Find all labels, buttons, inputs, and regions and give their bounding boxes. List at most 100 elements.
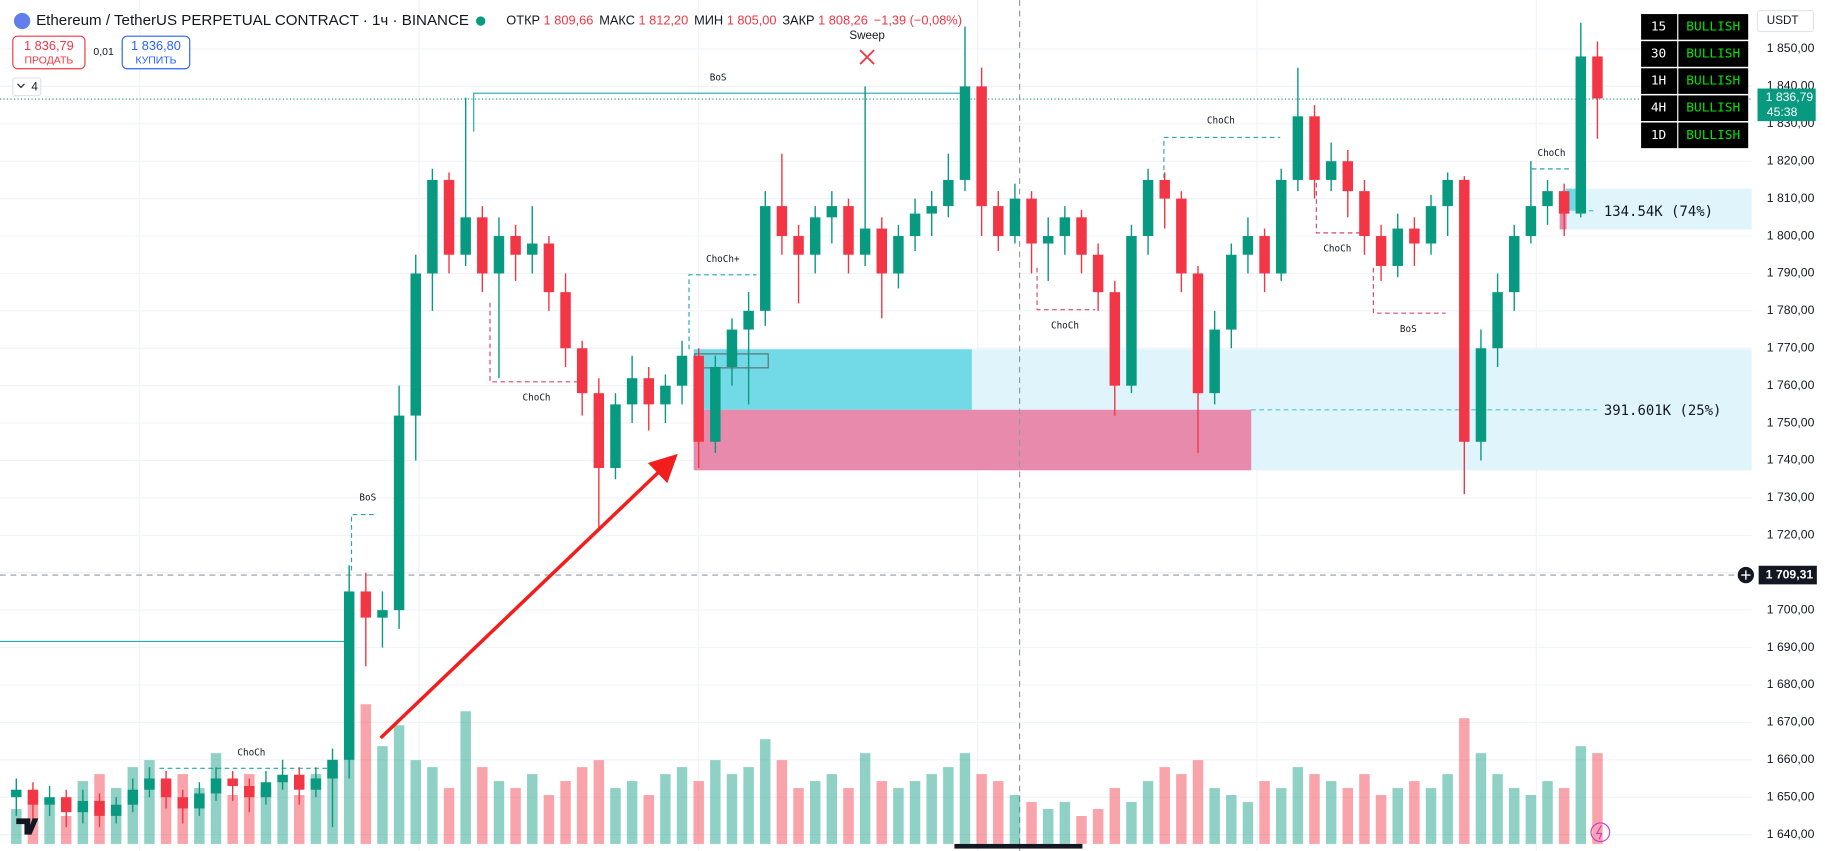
volume-bar [1292,767,1304,844]
price-tag [1757,88,1816,122]
chevron [17,83,25,89]
candle-body [244,785,255,798]
candle-body [160,778,172,798]
volume-bar [144,760,155,844]
volume-bar [576,767,588,844]
candle-body [1292,116,1304,180]
candle-body [510,236,521,255]
candle-body [660,385,671,405]
sweep-mark [859,49,875,65]
candle-body [1558,191,1570,214]
volume-bar [1192,760,1204,844]
candle-body [726,329,738,367]
candle-body [1342,161,1354,192]
volume-bar [1176,774,1187,844]
volume-bar [1392,788,1403,844]
label: BoS [1400,324,1417,335]
indicators-toggle[interactable] [12,77,42,97]
price-axis [1751,0,1825,851]
candle-body [1126,236,1137,386]
candle-body [1092,254,1104,293]
y-tick-label: 1 790,00 [1767,266,1815,280]
volume-bar [626,781,638,844]
coin-icon [13,12,31,30]
sell-label[interactable]: ПРОДАТЬ [25,55,74,66]
volume-bar [1325,781,1337,844]
label: BoS [710,73,727,84]
volume-bar [1059,802,1071,844]
candle-body [427,179,438,274]
y-tick-label: 1 670,00 [1767,715,1815,729]
flash-bolt [1595,825,1603,840]
label: ChoCh [1537,148,1565,159]
volume-bar [194,788,205,844]
bos-line [350,513,375,571]
candle-body [327,759,338,779]
sell-button[interactable] [12,35,86,70]
candle-body [959,86,971,180]
candle-body [493,236,505,274]
volume-bar [660,774,671,844]
zone-label: 391.601K (25%) [1604,403,1722,419]
volume-bar [1275,788,1287,844]
volume-bar [976,774,987,844]
ohlc-value: 1 812,20 [638,12,688,27]
volume-bar [1525,795,1537,844]
candle-body [210,778,222,794]
candle-body [1592,56,1603,99]
candles [11,22,1603,828]
candle-body [626,378,638,405]
candle-body [576,348,588,394]
candle-body [1409,228,1420,244]
trend-state: BULLISH [1686,74,1740,89]
candle-body [1359,191,1370,237]
candle-body [27,789,39,805]
volume-bar [859,753,871,844]
candle-body [527,243,538,255]
y-tick-label: 1 660,00 [1767,752,1815,766]
table-cell [1641,41,1678,67]
choch-line [1315,174,1362,234]
candle-body [1226,254,1237,330]
label: BoS [359,493,376,504]
candle-body [11,789,22,798]
currency-button[interactable] [1756,9,1814,33]
zone-label: 134.54K (74%) [1604,204,1713,220]
volume-bar [726,774,738,844]
candle-body [1192,273,1204,394]
timeframe: 1H [1651,74,1666,89]
volume-bar [926,774,937,844]
currency[interactable]: USDT [1767,14,1799,27]
indicators-count[interactable]: 4 [31,80,38,93]
sell-price[interactable]: 1 836,79 [24,38,74,53]
change: −1,39 (−0,08%) [874,12,962,27]
status-dot [476,16,486,26]
volume-bar [1492,774,1503,844]
volume-bar [1142,781,1154,844]
candle-body [543,243,555,293]
volume-bar [360,704,372,844]
table-cell [1641,122,1678,149]
volume-bar [1026,802,1037,844]
timeframe: 4H [1651,101,1666,116]
buy-label[interactable]: КУПИТЬ [135,55,176,66]
ohlc-label: МАКС [599,12,635,27]
volume-bar [510,788,521,844]
y-tick-label: 1 780,00 [1767,303,1815,317]
timeframe: 1D [1651,128,1666,143]
buy-button[interactable] [121,35,191,70]
candle-body [127,789,139,805]
candle-body [360,591,372,618]
flash-icon[interactable] [1590,822,1611,843]
sweep-label: Sweep [849,29,885,42]
volume-bar [876,781,888,844]
ohlc-label: ОТКР [506,12,540,27]
candle-body [460,217,471,255]
buy-price[interactable]: 1 836,80 [131,38,181,53]
volume-bar [1009,795,1021,844]
ohlc-label: ЗАКР [782,12,814,27]
candle-body [809,217,821,255]
candle-body [1325,161,1337,180]
y-tick-label: 1 810,00 [1767,191,1815,205]
